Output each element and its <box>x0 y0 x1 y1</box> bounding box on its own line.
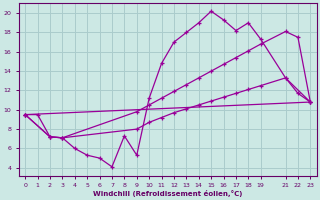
X-axis label: Windchill (Refroidissement éolien,°C): Windchill (Refroidissement éolien,°C) <box>93 190 243 197</box>
